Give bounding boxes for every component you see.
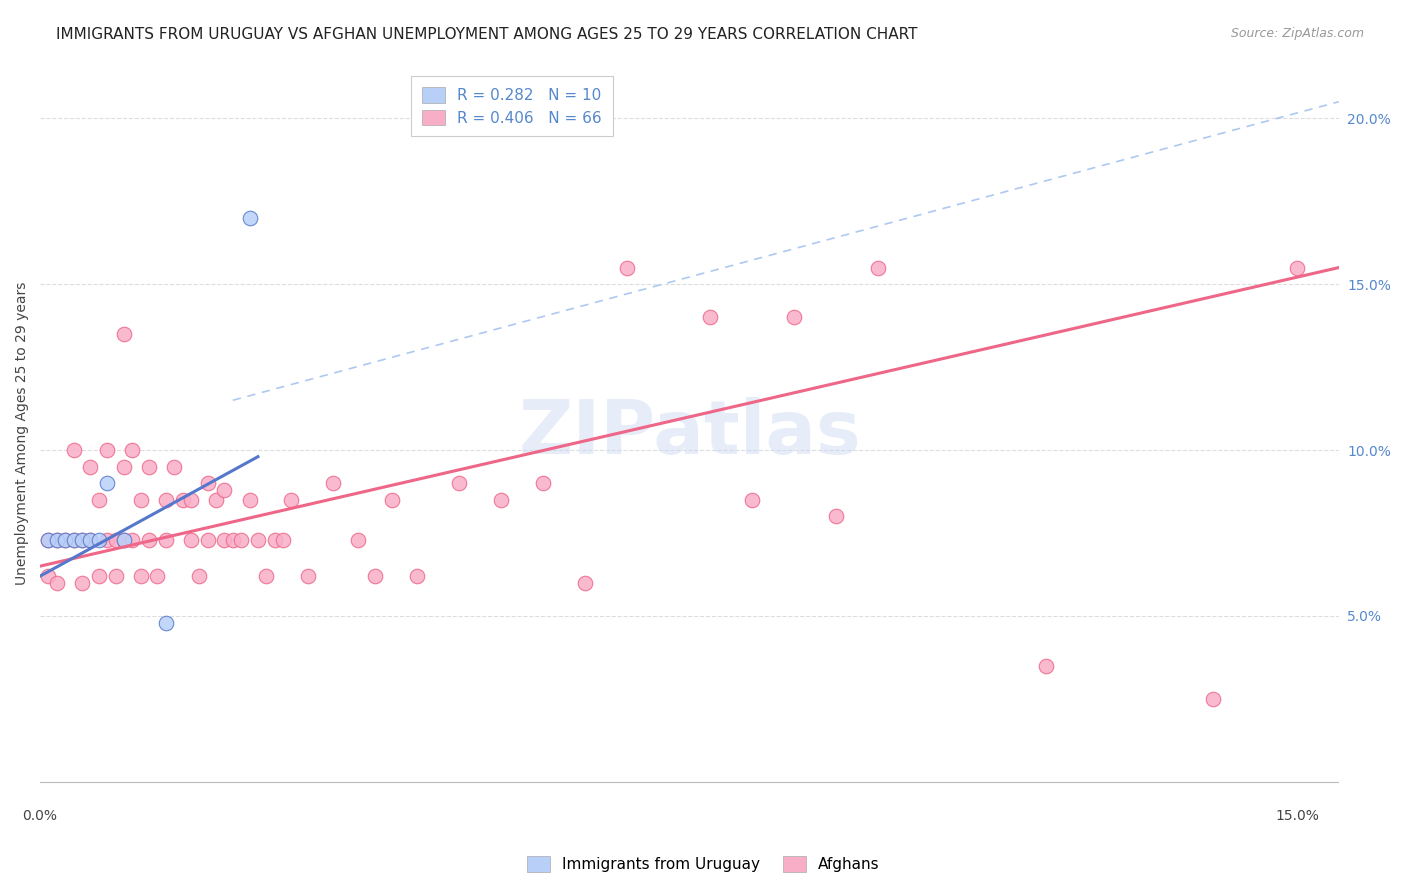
Point bbox=[96, 476, 118, 491]
Point bbox=[121, 533, 143, 547]
Point bbox=[129, 492, 152, 507]
Point bbox=[825, 509, 848, 524]
Point bbox=[155, 533, 177, 547]
Point bbox=[121, 443, 143, 458]
Point bbox=[79, 459, 101, 474]
Point bbox=[381, 492, 404, 507]
Point bbox=[574, 575, 596, 590]
Point bbox=[222, 533, 245, 547]
Point bbox=[155, 615, 177, 630]
Point bbox=[146, 569, 169, 583]
Point bbox=[104, 533, 127, 547]
Y-axis label: Unemployment Among Ages 25 to 29 years: Unemployment Among Ages 25 to 29 years bbox=[15, 282, 30, 585]
Text: Source: ZipAtlas.com: Source: ZipAtlas.com bbox=[1230, 27, 1364, 40]
Point bbox=[447, 476, 470, 491]
Point bbox=[197, 476, 219, 491]
Point bbox=[1285, 260, 1308, 275]
Point bbox=[741, 492, 763, 507]
Point bbox=[87, 569, 110, 583]
Point bbox=[188, 569, 211, 583]
Point bbox=[112, 533, 135, 547]
Point bbox=[155, 492, 177, 507]
Point bbox=[866, 260, 889, 275]
Point bbox=[62, 533, 84, 547]
Point bbox=[489, 492, 512, 507]
Point bbox=[616, 260, 638, 275]
Point bbox=[347, 533, 370, 547]
Point bbox=[112, 326, 135, 341]
Legend: R = 0.282   N = 10, R = 0.406   N = 66: R = 0.282 N = 10, R = 0.406 N = 66 bbox=[412, 76, 613, 136]
Point bbox=[1202, 691, 1225, 706]
Point bbox=[138, 459, 160, 474]
Point bbox=[254, 569, 277, 583]
Point bbox=[70, 575, 93, 590]
Point bbox=[62, 443, 84, 458]
Point bbox=[239, 211, 262, 225]
Point bbox=[246, 533, 269, 547]
Point bbox=[53, 533, 76, 547]
Point bbox=[79, 533, 101, 547]
Point bbox=[239, 492, 262, 507]
Text: ZIPatlas: ZIPatlas bbox=[519, 397, 860, 470]
Point bbox=[70, 533, 93, 547]
Point bbox=[1035, 658, 1057, 673]
Point bbox=[96, 443, 118, 458]
Point bbox=[214, 483, 236, 497]
Point bbox=[263, 533, 285, 547]
Point bbox=[205, 492, 228, 507]
Point bbox=[180, 492, 202, 507]
Point bbox=[45, 533, 67, 547]
Legend: Immigrants from Uruguay, Afghans: Immigrants from Uruguay, Afghans bbox=[519, 848, 887, 880]
Point bbox=[37, 533, 59, 547]
Point bbox=[87, 492, 110, 507]
Point bbox=[37, 533, 59, 547]
Point bbox=[104, 569, 127, 583]
Point bbox=[406, 569, 429, 583]
Point bbox=[112, 459, 135, 474]
Point bbox=[45, 575, 67, 590]
Point bbox=[96, 533, 118, 547]
Point bbox=[783, 310, 806, 325]
Point bbox=[197, 533, 219, 547]
Point bbox=[364, 569, 387, 583]
Point bbox=[322, 476, 344, 491]
Point bbox=[62, 533, 84, 547]
Point bbox=[531, 476, 554, 491]
Point bbox=[129, 569, 152, 583]
Point bbox=[172, 492, 194, 507]
Point bbox=[45, 533, 67, 547]
Point bbox=[280, 492, 302, 507]
Point bbox=[180, 533, 202, 547]
Point bbox=[271, 533, 294, 547]
Point bbox=[70, 533, 93, 547]
Text: IMMIGRANTS FROM URUGUAY VS AFGHAN UNEMPLOYMENT AMONG AGES 25 TO 29 YEARS CORRELA: IMMIGRANTS FROM URUGUAY VS AFGHAN UNEMPL… bbox=[56, 27, 918, 42]
Point bbox=[231, 533, 253, 547]
Point bbox=[214, 533, 236, 547]
Point bbox=[138, 533, 160, 547]
Point bbox=[79, 533, 101, 547]
Point bbox=[163, 459, 186, 474]
Point bbox=[699, 310, 721, 325]
Point bbox=[112, 533, 135, 547]
Point bbox=[37, 569, 59, 583]
Point bbox=[53, 533, 76, 547]
Point bbox=[297, 569, 319, 583]
Point bbox=[87, 533, 110, 547]
